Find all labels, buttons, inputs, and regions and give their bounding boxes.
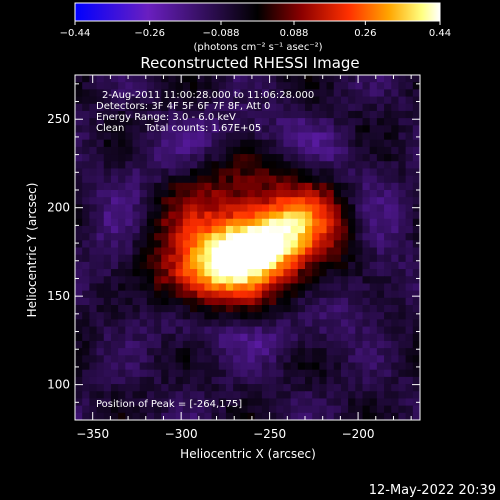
chart-title: Reconstructed RHESSI Image bbox=[140, 54, 359, 72]
colorbar-tick-label: −0.26 bbox=[134, 28, 165, 39]
colorbar-tick-label: 0.26 bbox=[354, 28, 376, 39]
x-tick-label: −200 bbox=[342, 427, 375, 441]
footer-timestamp: 12-May-2022 20:39 bbox=[369, 483, 496, 498]
annotation-energy-range: Energy Range: 3.0 - 6.0 keV bbox=[96, 112, 236, 123]
y-tick-label: 150 bbox=[47, 289, 70, 303]
colorbar-units: (photons cm⁻² s⁻¹ asec⁻²) bbox=[193, 42, 322, 53]
colorbar-tick-label: 0.44 bbox=[429, 28, 451, 39]
x-tick-label: −350 bbox=[76, 427, 109, 441]
annotation-algorithm: Clean bbox=[96, 123, 124, 134]
colorbar bbox=[74, 2, 441, 22]
annotation-total-counts: Total counts: 1.67E+05 bbox=[144, 123, 261, 134]
axis-ticks: −350 −300 −250 −200 100 150 200 250 bbox=[47, 75, 420, 441]
heatmap-image bbox=[75, 75, 420, 420]
colorbar-tick-label: 0.088 bbox=[280, 28, 309, 39]
colorbar-tick-label: −0.44 bbox=[60, 28, 91, 39]
x-tick-label: −250 bbox=[253, 427, 286, 441]
y-tick-label: 250 bbox=[47, 112, 70, 126]
y-tick-label: 100 bbox=[47, 378, 70, 392]
x-tick-label: −300 bbox=[165, 427, 198, 441]
y-axis-label: Heliocentric Y (arcsec) bbox=[25, 183, 39, 318]
annotation-detectors: Detectors: 3F 4F 5F 6F 7F 8F, Att 0 bbox=[96, 101, 270, 112]
colorbar-tick-label: −0.088 bbox=[202, 28, 239, 39]
x-axis-label: Heliocentric X (arcsec) bbox=[180, 447, 316, 461]
plot-frame bbox=[74, 74, 421, 421]
annotation-peak-position: Position of Peak = [-264,175] bbox=[96, 399, 242, 410]
y-tick-label: 200 bbox=[47, 201, 70, 215]
annotation-time-range: 2-Aug-2011 11:00:28.000 to 11:06:28.000 bbox=[102, 90, 314, 101]
colorbar-ticks: −0.44 −0.26 −0.088 0.088 0.26 0.44 bbox=[60, 21, 451, 39]
